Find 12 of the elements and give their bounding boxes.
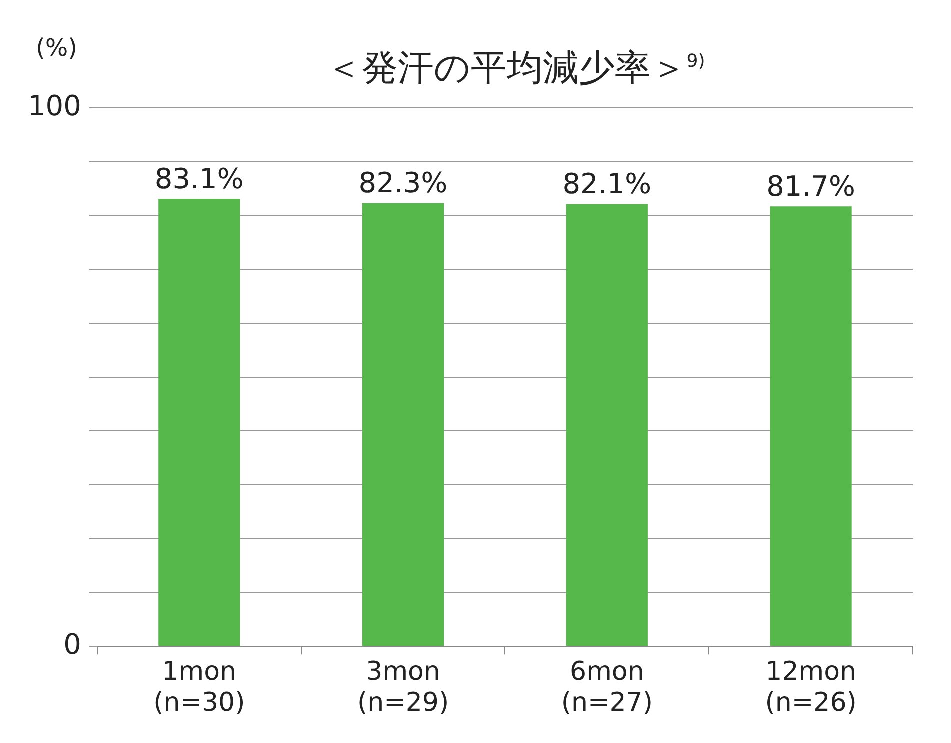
data-label: 81.7% xyxy=(766,170,856,203)
data-label: 82.1% xyxy=(562,168,652,201)
x-tick-label: 12mon (n=26) xyxy=(765,656,857,718)
chart-title: ＜発汗の平均減少率＞$^{9)}$ xyxy=(326,48,706,89)
x-tick-label: 3mon (n=29) xyxy=(357,656,450,718)
y-tick-label: 100 xyxy=(28,89,82,122)
y-axis-title: (%) xyxy=(36,34,78,62)
y-tick-label: 0 xyxy=(64,628,82,661)
data-label: 82.3% xyxy=(358,166,448,200)
data-label: 83.1% xyxy=(154,162,244,196)
x-tick-label: 6mon (n=27) xyxy=(561,656,653,718)
x-tick-label: 1mon (n=30) xyxy=(154,656,246,718)
